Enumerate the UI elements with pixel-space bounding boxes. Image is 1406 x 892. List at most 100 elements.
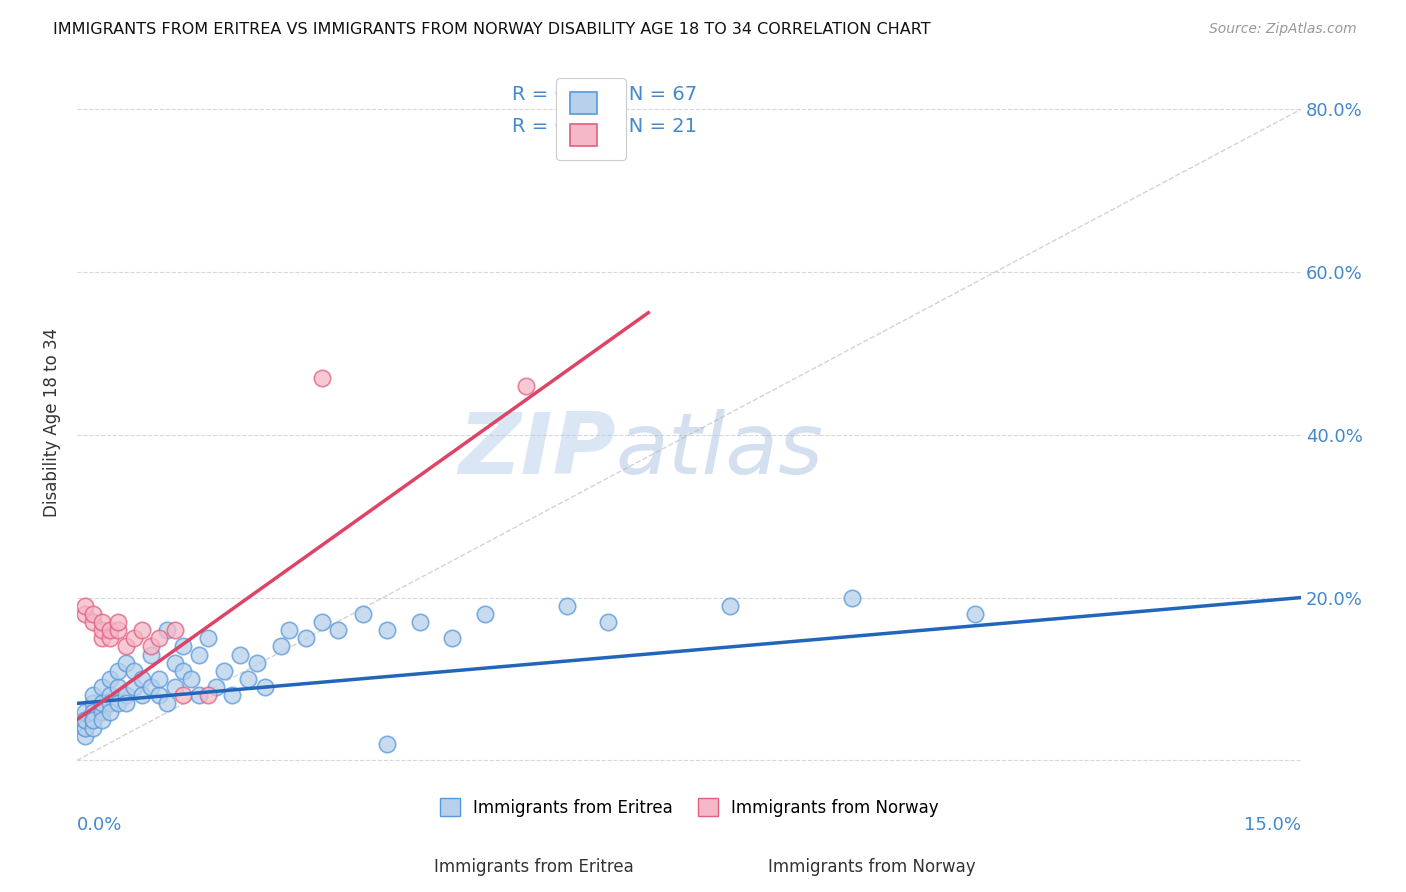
Point (204, 680, 226, 694)
Point (139, 648, 162, 662)
Point (172, 664, 194, 678)
Point (188, 648, 211, 662)
Point (107, 664, 129, 678)
Point (441, 632, 464, 646)
Point (212, 664, 235, 678)
Text: Immigrants from Eritrea: Immigrants from Eritrea (434, 858, 634, 876)
Text: ZIP: ZIP (458, 409, 616, 492)
Point (90, 713, 112, 727)
Point (131, 688, 153, 702)
Point (90, 623, 112, 637)
Point (238, 672, 260, 686)
Point (163, 623, 186, 637)
Text: R = 0.609   N = 21: R = 0.609 N = 21 (512, 117, 696, 136)
Point (148, 688, 170, 702)
Point (82, 705, 104, 719)
Point (197, 688, 219, 702)
Point (82, 713, 104, 727)
Point (328, 623, 350, 637)
Point (841, 591, 863, 605)
Point (98, 672, 121, 686)
Point (375, 623, 398, 637)
Point (148, 632, 170, 646)
Text: 15.0%: 15.0% (1244, 815, 1301, 833)
Point (311, 615, 333, 629)
Point (221, 688, 243, 702)
Text: IMMIGRANTS FROM ERITREA VS IMMIGRANTS FROM NORWAY DISABILITY AGE 18 TO 34 CORREL: IMMIGRANTS FROM ERITREA VS IMMIGRANTS FR… (53, 22, 931, 37)
Point (188, 688, 211, 702)
Point (82, 721, 104, 735)
Point (375, 737, 398, 751)
Point (98, 623, 121, 637)
Point (229, 648, 252, 662)
Point (75, 599, 97, 613)
Point (115, 640, 138, 654)
Point (75, 705, 97, 719)
Point (90, 680, 112, 694)
Point (270, 640, 292, 654)
Text: Immigrants from Norway: Immigrants from Norway (768, 858, 976, 876)
Point (409, 615, 432, 629)
Point (75, 713, 97, 727)
Point (75, 721, 97, 735)
Point (115, 656, 138, 670)
Point (82, 607, 104, 621)
Text: R = 0.434   N = 67: R = 0.434 N = 67 (512, 86, 697, 104)
Point (352, 607, 374, 621)
Point (139, 640, 162, 654)
Point (294, 632, 316, 646)
Point (98, 688, 121, 702)
Point (596, 615, 619, 629)
Point (82, 615, 104, 629)
Point (156, 697, 179, 711)
Point (180, 672, 202, 686)
Point (98, 705, 121, 719)
Text: 0.0%: 0.0% (77, 815, 122, 833)
Point (515, 379, 537, 393)
Legend: Immigrants from Eritrea, Immigrants from Norway: Immigrants from Eritrea, Immigrants from… (432, 790, 948, 825)
Point (122, 632, 145, 646)
Y-axis label: Disability Age 18 to 34: Disability Age 18 to 34 (44, 328, 60, 517)
Point (90, 697, 112, 711)
Point (172, 640, 194, 654)
Point (122, 680, 145, 694)
Point (82, 713, 104, 727)
Point (163, 680, 186, 694)
Point (163, 656, 186, 670)
Text: atlas: atlas (616, 409, 824, 492)
Point (82, 697, 104, 711)
Point (82, 688, 104, 702)
Point (963, 607, 986, 621)
Point (90, 615, 112, 629)
Point (75, 729, 97, 743)
Point (311, 371, 333, 385)
Point (115, 688, 138, 702)
Point (107, 615, 129, 629)
Point (122, 664, 145, 678)
Point (131, 623, 153, 637)
Point (148, 672, 170, 686)
Point (115, 697, 138, 711)
Point (555, 599, 578, 613)
Point (107, 697, 129, 711)
Point (253, 680, 276, 694)
Point (107, 680, 129, 694)
Point (98, 632, 121, 646)
Point (90, 705, 112, 719)
Point (75, 607, 97, 621)
Point (75, 713, 97, 727)
Point (156, 623, 179, 637)
Point (90, 632, 112, 646)
Point (172, 688, 194, 702)
Point (474, 607, 496, 621)
Point (98, 697, 121, 711)
Point (131, 672, 153, 686)
Point (197, 632, 219, 646)
Point (246, 656, 269, 670)
Text: Source: ZipAtlas.com: Source: ZipAtlas.com (1209, 22, 1357, 37)
Point (75, 721, 97, 735)
Point (139, 680, 162, 694)
Point (718, 599, 741, 613)
Point (107, 623, 129, 637)
Point (278, 623, 301, 637)
